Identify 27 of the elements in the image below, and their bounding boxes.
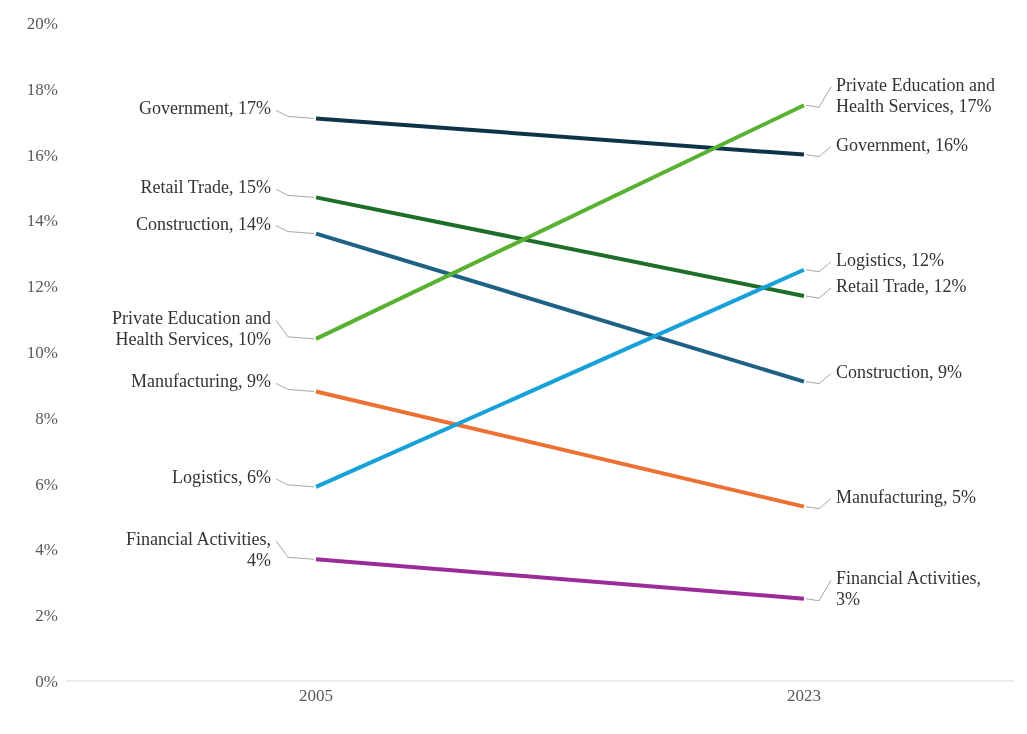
- data-label: Government, 17%: [139, 98, 271, 119]
- data-label: Private Education and Health Services, 10%: [112, 308, 271, 350]
- data-label: Logistics, 12%: [836, 249, 944, 270]
- data-label: Logistics, 6%: [172, 466, 271, 487]
- data-label: Financial Activities, 3%: [836, 568, 981, 610]
- y-tick-label: 4%: [35, 540, 58, 560]
- y-tick-label: 20%: [26, 14, 58, 34]
- y-tick-label: 8%: [35, 408, 58, 428]
- data-label: Retail Trade, 15%: [140, 177, 271, 198]
- data-label: Construction, 14%: [136, 213, 271, 234]
- data-label: Financial Activities, 4%: [126, 528, 271, 570]
- data-label: Manufacturing, 5%: [836, 486, 976, 507]
- y-tick-label: 16%: [26, 145, 58, 165]
- y-tick-label: 0%: [35, 672, 58, 692]
- y-tick-label: 18%: [26, 79, 58, 99]
- data-label: Manufacturing, 9%: [131, 371, 271, 392]
- y-tick-label: 10%: [26, 343, 58, 363]
- data-label: Retail Trade, 12%: [836, 276, 967, 297]
- y-tick-label: 14%: [26, 211, 58, 231]
- data-label: Government, 16%: [836, 134, 968, 155]
- data-label: Private Education and Health Services, 17%: [836, 74, 995, 116]
- y-tick-label: 12%: [26, 277, 58, 297]
- y-tick-label: 6%: [35, 474, 58, 494]
- y-tick-label: 2%: [35, 606, 58, 626]
- x-tick-label: 2023: [787, 686, 821, 706]
- data-label: Construction, 9%: [836, 361, 962, 382]
- x-tick-label: 2005: [299, 686, 333, 706]
